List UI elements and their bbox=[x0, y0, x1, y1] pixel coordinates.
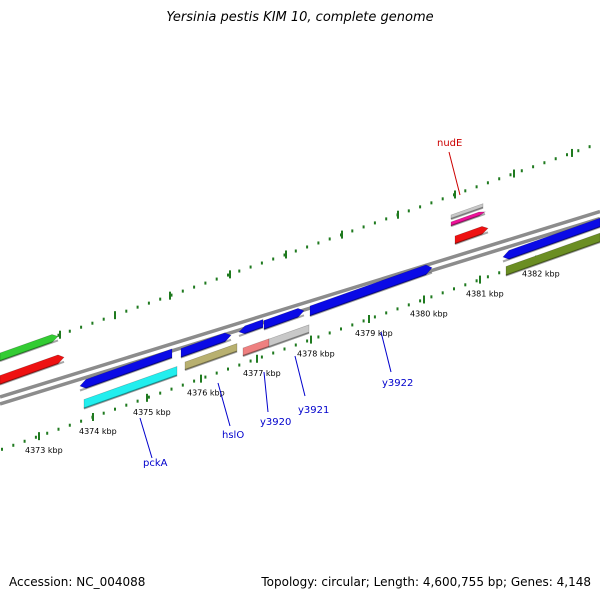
gene-feature[interactable] bbox=[450, 203, 484, 220]
ruler-label: 4374 kbp bbox=[79, 427, 117, 436]
gene-feature-shadow bbox=[238, 326, 264, 337]
ruler-labels: 4373 kbp 4374 kbp 4375 kbp 4376 kbp 4377 kbp… bbox=[25, 270, 560, 455]
gene-feature-shadow bbox=[184, 350, 238, 371]
gene-feature[interactable] bbox=[505, 232, 600, 276]
gene-leader-line bbox=[448, 151, 461, 196]
gene-feature[interactable] bbox=[238, 319, 264, 335]
gene-feature-shadow bbox=[0, 360, 65, 386]
gene-feature-shadow bbox=[450, 212, 486, 227]
ruler-label: 4379 kbp bbox=[355, 329, 393, 338]
gene-feature[interactable] bbox=[83, 366, 178, 409]
accession-text: Accession: NC_004088 bbox=[9, 575, 146, 589]
gene-leader-line bbox=[380, 331, 392, 373]
gene-feature-shadow bbox=[454, 231, 489, 245]
gene-label[interactable]: nudE bbox=[437, 138, 462, 149]
gene-label[interactable]: pckA bbox=[143, 458, 168, 469]
genome-summary-text: Topology: circular; Length: 4,600,755 bp… bbox=[261, 575, 591, 589]
gene-leader-line bbox=[139, 417, 153, 459]
map-title: Yersinia pestis KIM 10, complete genome bbox=[166, 10, 434, 25]
gene-leader-line bbox=[263, 371, 269, 413]
ruler-label: 4382 kbp bbox=[522, 270, 560, 279]
gene-feature-shadow bbox=[502, 226, 600, 263]
gene-feature[interactable] bbox=[309, 264, 433, 317]
ruler-label: 4373 kbp bbox=[25, 446, 63, 455]
gene-feature[interactable] bbox=[79, 348, 173, 389]
gene-label[interactable]: hslO bbox=[222, 430, 244, 441]
gene-label[interactable]: y3920 bbox=[260, 417, 291, 428]
gene-feature-shadow bbox=[268, 331, 310, 348]
gene-feature[interactable] bbox=[263, 308, 305, 330]
gene-feature[interactable] bbox=[0, 334, 59, 362]
ruler-major-ticks bbox=[38, 148, 573, 441]
gene-feature[interactable] bbox=[502, 217, 600, 260]
ruler-label: 4375 kbp bbox=[133, 408, 171, 417]
gene-feature-shadow bbox=[180, 338, 232, 359]
genome-backbone-top bbox=[0, 209, 600, 399]
gene-feature-shadow bbox=[242, 345, 270, 357]
gene-leader-line bbox=[217, 382, 231, 427]
gene-feature-shadow bbox=[309, 271, 433, 317]
gene-feature[interactable] bbox=[450, 211, 486, 227]
gene-label[interactable]: y3921 bbox=[298, 405, 329, 416]
gene-feature-shadow bbox=[83, 374, 178, 410]
gene-leader-line bbox=[294, 355, 306, 397]
ruler-label: 4378 kbp bbox=[297, 350, 335, 359]
ruler-label: 4377 kbp bbox=[243, 369, 281, 378]
gene-label[interactable]: y3922 bbox=[382, 378, 413, 389]
gene-feature[interactable] bbox=[268, 324, 310, 348]
ruler-label: 4381 kbp bbox=[466, 290, 504, 299]
gene-labels: nudE pckA hslO y3920 y3921 y3922 bbox=[139, 138, 462, 469]
gene-feature[interactable] bbox=[0, 354, 65, 385]
gene-feature-shadow bbox=[0, 339, 59, 362]
gene-feature-shadow bbox=[79, 356, 173, 392]
ruler-label: 4380 kbp bbox=[410, 309, 448, 318]
gene-feature-shadow bbox=[263, 314, 305, 331]
ruler-label: 4376 kbp bbox=[187, 389, 225, 398]
gene-feature[interactable] bbox=[184, 343, 238, 371]
gene-feature[interactable] bbox=[180, 332, 232, 358]
gene-feature-shadow bbox=[505, 241, 600, 277]
gene-features bbox=[0, 203, 600, 410]
gene-feature-shadow bbox=[450, 206, 484, 220]
gene-feature[interactable] bbox=[454, 226, 489, 245]
